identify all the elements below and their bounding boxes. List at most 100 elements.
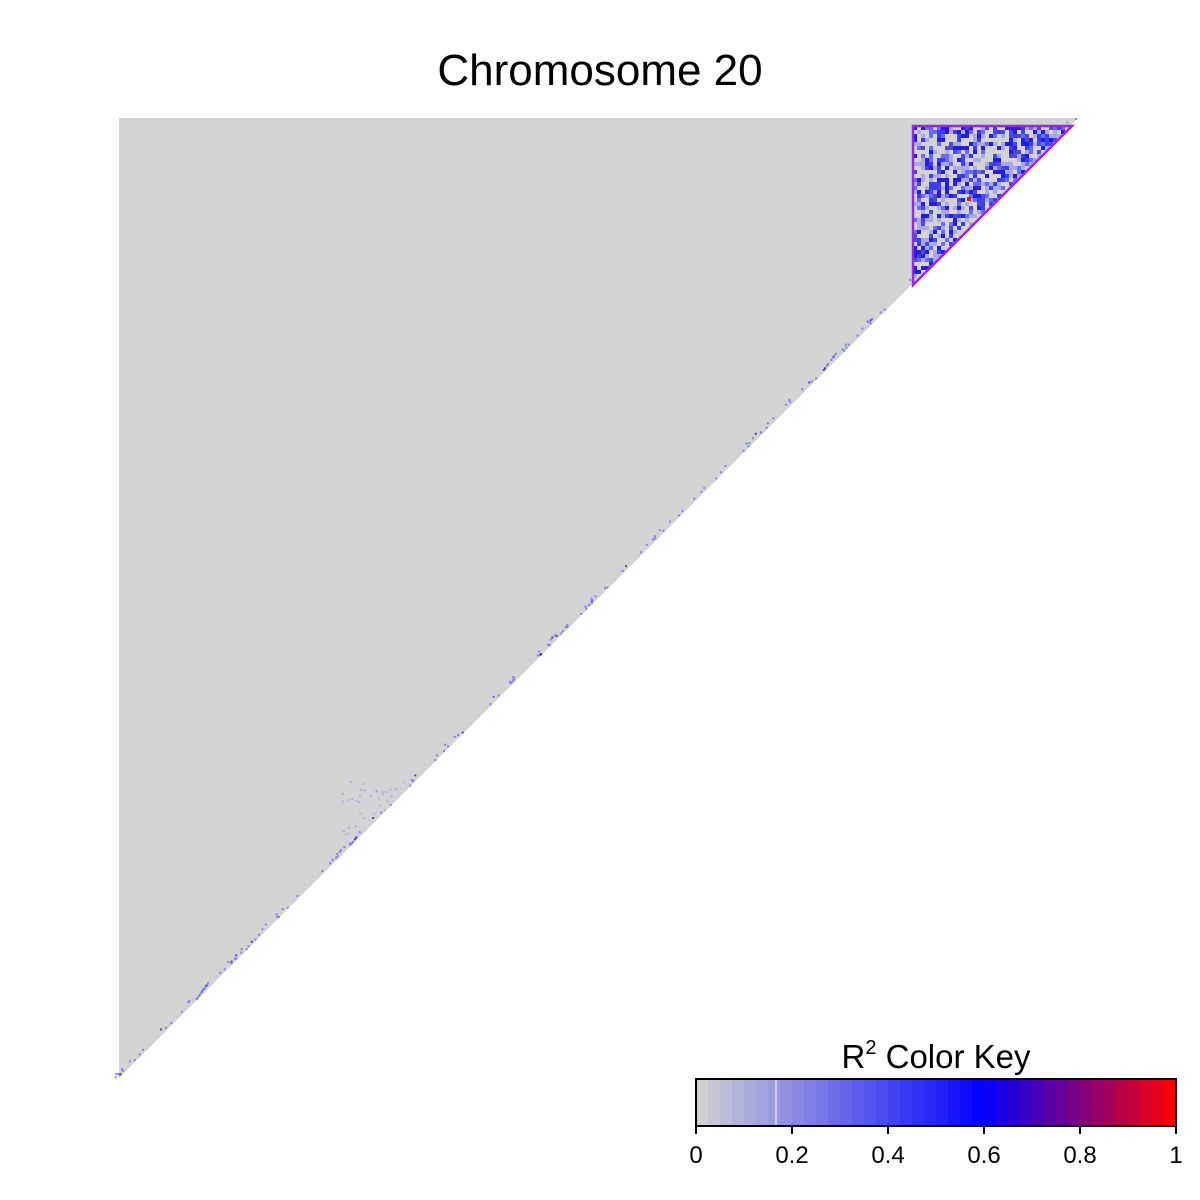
ld-block-cell <box>925 234 929 238</box>
ld-block-cell <box>925 190 929 194</box>
ld-block-cell <box>933 162 937 166</box>
ld-block-cell <box>929 170 933 174</box>
ld-speck <box>879 311 882 314</box>
ld-block-cell <box>933 178 937 182</box>
ld-speck <box>321 869 324 872</box>
ld-block-cell <box>929 150 933 154</box>
ld-speck <box>408 784 411 787</box>
ld-block-cell <box>1013 162 1017 166</box>
ld-block-cell <box>925 242 929 246</box>
ld-block-cell <box>1033 130 1037 134</box>
color-key-title-r: R <box>841 1038 866 1075</box>
ld-block-cell <box>941 138 945 142</box>
ld-block-cell <box>941 214 945 218</box>
ld-block-cell <box>917 170 921 174</box>
ld-speck <box>742 449 745 452</box>
ld-block-cell <box>969 194 973 198</box>
ld-block-cell <box>997 146 1001 150</box>
ld-block-cell <box>1009 170 1013 174</box>
ld-block-cell <box>993 194 997 198</box>
ld-block-cell <box>977 150 981 154</box>
ld-block-cell <box>1017 162 1021 166</box>
ld-speck <box>539 653 542 656</box>
ld-block-cell <box>985 198 989 202</box>
color-key-bin <box>1116 1079 1129 1126</box>
ld-block-cell <box>1045 138 1049 142</box>
ld-block-cell <box>917 130 921 134</box>
ld-block-cell <box>917 134 921 138</box>
ld-block-cell <box>993 186 997 190</box>
ld-block-cell <box>969 150 973 154</box>
ld-block-cell <box>937 158 941 162</box>
ld-block-cell <box>953 146 957 150</box>
ld-speck <box>810 380 813 383</box>
ld-block-cell <box>977 166 981 170</box>
ld-speck <box>235 954 238 957</box>
ld-block-cell <box>941 174 945 178</box>
ld-block-cell <box>993 198 997 202</box>
ld-block-cell <box>969 170 973 174</box>
ld-block-cell <box>961 222 965 226</box>
ld-speck <box>511 680 514 683</box>
ld-speck <box>329 862 332 865</box>
ld-block-cell <box>985 126 989 130</box>
ld-block-cell <box>937 162 941 166</box>
ld-speck <box>230 961 233 964</box>
ld-speck <box>1066 121 1069 124</box>
ld-block-cell <box>961 190 965 194</box>
ld-speck <box>453 735 456 738</box>
color-key-bin <box>708 1079 721 1126</box>
ld-speck <box>551 636 554 639</box>
ld-block-cell <box>949 194 953 198</box>
ld-block-cell <box>933 170 937 174</box>
ld-block-cell <box>925 146 929 150</box>
ld-block-cell <box>925 218 929 222</box>
ld-block-cell <box>985 194 989 198</box>
ld-block-cell <box>945 238 949 242</box>
ld-block-cell <box>953 166 957 170</box>
ld-block-cell <box>1009 166 1013 170</box>
ld-block-cell <box>1017 130 1021 134</box>
ld-block-cell <box>993 174 997 178</box>
ld-block-cell <box>945 142 949 146</box>
ld-block-cell <box>941 150 945 154</box>
ld-speck <box>594 595 597 598</box>
ld-speck <box>434 759 437 762</box>
ld-block-cell <box>1025 146 1029 150</box>
ld-block-cell <box>1001 154 1005 158</box>
ld-speck <box>358 831 361 834</box>
ld-speck <box>703 486 706 489</box>
ld-block-cell <box>1025 130 1029 134</box>
ld-block-cell <box>965 154 969 158</box>
ld-block-cell <box>913 274 917 278</box>
ld-speck <box>662 529 665 532</box>
ld-block-cell <box>1021 162 1025 166</box>
ld-block-cell <box>913 126 917 130</box>
ld-block-cell <box>945 186 949 190</box>
color-key-bin <box>960 1079 973 1126</box>
ld-block-cell <box>917 190 921 194</box>
ld-block-cell <box>1017 138 1021 142</box>
ld-block-cell <box>921 134 925 138</box>
ld-block-cell <box>1029 146 1033 150</box>
ld-speck <box>414 774 417 777</box>
ld-block-cell <box>1001 146 1005 150</box>
ld-block-cell <box>957 158 961 162</box>
ld-block-cell <box>949 170 953 174</box>
ld-block-cell <box>981 154 985 158</box>
ld-block-cell <box>997 170 1001 174</box>
ld-block-cell <box>949 214 953 218</box>
ld-block-cell <box>941 166 945 170</box>
ld-block-cell <box>925 170 929 174</box>
ld-speck <box>254 938 257 941</box>
ld-block-cell <box>953 162 957 166</box>
ld-speck <box>442 750 445 753</box>
ld-block-cell <box>917 158 921 162</box>
ld-block-cell <box>937 198 941 202</box>
ld-block-cell <box>1013 142 1017 146</box>
ld-speck <box>247 945 250 948</box>
ld-speck <box>561 630 564 633</box>
ld-block-cell <box>973 154 977 158</box>
ld-speck <box>142 1048 144 1051</box>
ld-block-cell <box>945 150 949 154</box>
